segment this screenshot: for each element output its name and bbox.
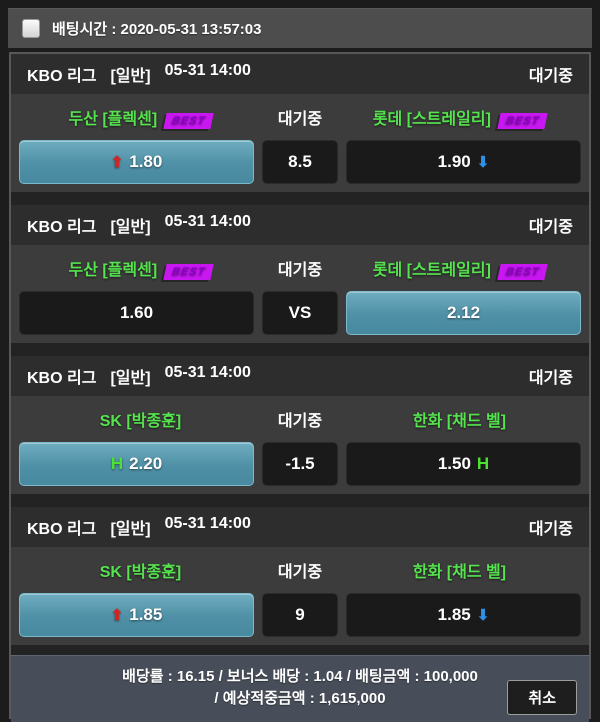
match-card: KBO 리그 [일반] 05-31 14:00 대기중 SK [박종훈] 대기중… <box>11 507 589 645</box>
odds-row: ⬆ 1.80 8.5 1.90 ⬇ <box>19 140 581 184</box>
match-body: SK [박종훈] 대기중 한화 [채드 벨] H 2.20 -1.5 1.50 … <box>11 396 589 494</box>
away-team-name: 한화 [채드 벨] <box>338 558 581 582</box>
match-status-center: 대기중 <box>262 105 338 129</box>
match-status-center: 대기중 <box>262 558 338 582</box>
away-odds-button[interactable]: 1.90 ⬇ <box>346 140 581 184</box>
odds-down-arrow-icon: ⬇ <box>477 153 490 171</box>
odds-value: 1.85 <box>129 605 162 625</box>
league-name: KBO 리그 <box>27 213 96 237</box>
betting-time-bar: 배팅시간 : 2020-05-31 13:57:03 <box>8 8 592 48</box>
best-badge: BEST <box>163 264 214 280</box>
match-status: 대기중 <box>529 62 573 86</box>
odds-row: H 2.20 -1.5 1.50 H <box>19 442 581 486</box>
away-odds-button[interactable]: 1.50 H <box>346 442 581 486</box>
match-time: 05-31 14:00 <box>165 213 251 237</box>
away-odds-button[interactable]: 2.12 <box>346 291 581 335</box>
league-name: KBO 리그 <box>27 364 96 388</box>
match-type: [일반] <box>110 213 150 237</box>
cancel-button[interactable]: 취소 <box>507 680 577 715</box>
betting-time-label: 배팅시간 : 2020-05-31 13:57:03 <box>52 18 261 39</box>
away-team-name: 롯데 [스트레일리]BEST <box>338 105 581 129</box>
best-badge: BEST <box>163 113 214 129</box>
away-team-name: 롯데 [스트레일리]BEST <box>338 256 581 280</box>
home-odds-button[interactable]: H 2.20 <box>19 442 254 486</box>
team-row: SK [박종훈] 대기중 한화 [채드 벨] <box>19 547 581 593</box>
home-odds-button[interactable]: 1.60 <box>19 291 254 335</box>
odds-row: ⬆ 1.85 9 1.85 ⬇ <box>19 593 581 637</box>
odds-value: 1.85 <box>438 605 471 625</box>
match-card: KBO 리그 [일반] 05-31 14:00 대기중 SK [박종훈] 대기중… <box>11 356 589 494</box>
home-team-name: SK [박종훈] <box>19 407 262 431</box>
match-time: 05-31 14:00 <box>165 364 251 388</box>
best-badge: BEST <box>497 113 548 129</box>
odds-value: 1.90 <box>438 152 471 172</box>
handicap-icon: H <box>111 454 123 474</box>
team-row: 두산 [플렉센]BEST 대기중 롯데 [스트레일리]BEST <box>19 94 581 140</box>
odds-up-arrow-icon: ⬆ <box>111 606 124 624</box>
match-header: KBO 리그 [일반] 05-31 14:00 대기중 <box>11 356 589 396</box>
league-name: KBO 리그 <box>27 515 96 539</box>
match-body: 두산 [플렉센]BEST 대기중 롯데 [스트레일리]BEST 1.60 VS … <box>11 245 589 343</box>
match-type: [일반] <box>110 62 150 86</box>
match-type: [일반] <box>110 515 150 539</box>
odds-down-arrow-icon: ⬇ <box>477 606 490 624</box>
vs-label: VS <box>262 291 338 335</box>
bet-slip-panel: KBO 리그 [일반] 05-31 14:00 대기중 두산 [플렉센]BEST… <box>9 52 591 719</box>
odds-value: 1.50 <box>438 454 471 474</box>
match-status: 대기중 <box>529 213 573 237</box>
bet-summary: 배당률 : 16.15 / 보너스 배당 : 1.04 / 배팅금액 : 100… <box>11 655 589 722</box>
home-odds-button[interactable]: ⬆ 1.80 <box>19 140 254 184</box>
select-all-checkbox[interactable] <box>22 19 40 38</box>
match-header: KBO 리그 [일반] 05-31 14:00 대기중 <box>11 507 589 547</box>
home-team-name: 두산 [플렉센]BEST <box>19 105 262 129</box>
odds-up-arrow-icon: ⬆ <box>111 153 124 171</box>
summary-line1: 배당률 : 16.15 / 보너스 배당 : 1.04 / 배팅금액 : 100… <box>11 666 589 688</box>
match-time: 05-31 14:00 <box>165 515 251 539</box>
baseline-value: 9 <box>262 593 338 637</box>
summary-line2: / 예상적중금액 : 1,615,000 <box>11 688 589 710</box>
handicap-value: -1.5 <box>262 442 338 486</box>
match-status-center: 대기중 <box>262 407 338 431</box>
match-header: KBO 리그 [일반] 05-31 14:00 대기중 <box>11 54 589 94</box>
match-body: SK [박종훈] 대기중 한화 [채드 벨] ⬆ 1.85 9 1.85 ⬇ <box>11 547 589 645</box>
away-team-name: 한화 [채드 벨] <box>338 407 581 431</box>
best-badge: BEST <box>497 264 548 280</box>
match-card: KBO 리그 [일반] 05-31 14:00 대기중 두산 [플렉센]BEST… <box>11 205 589 343</box>
odds-value: 2.12 <box>447 303 480 323</box>
odds-value: 1.80 <box>129 152 162 172</box>
baseline-value: 8.5 <box>262 140 338 184</box>
home-team-name: SK [박종훈] <box>19 558 262 582</box>
match-type: [일반] <box>110 364 150 388</box>
match-status-center: 대기중 <box>262 256 338 280</box>
home-team-name: 두산 [플렉센]BEST <box>19 256 262 280</box>
match-card: KBO 리그 [일반] 05-31 14:00 대기중 두산 [플렉센]BEST… <box>11 54 589 192</box>
team-row: SK [박종훈] 대기중 한화 [채드 벨] <box>19 396 581 442</box>
odds-row: 1.60 VS 2.12 <box>19 291 581 335</box>
odds-value: 2.20 <box>129 454 162 474</box>
home-odds-button[interactable]: ⬆ 1.85 <box>19 593 254 637</box>
match-status: 대기중 <box>529 364 573 388</box>
match-body: 두산 [플렉센]BEST 대기중 롯데 [스트레일리]BEST ⬆ 1.80 8… <box>11 94 589 192</box>
odds-value: 1.60 <box>120 303 153 323</box>
handicap-icon: H <box>477 454 489 474</box>
match-status: 대기중 <box>529 515 573 539</box>
team-row: 두산 [플렉센]BEST 대기중 롯데 [스트레일리]BEST <box>19 245 581 291</box>
match-time: 05-31 14:00 <box>165 62 251 86</box>
away-odds-button[interactable]: 1.85 ⬇ <box>346 593 581 637</box>
league-name: KBO 리그 <box>27 62 96 86</box>
match-header: KBO 리그 [일반] 05-31 14:00 대기중 <box>11 205 589 245</box>
